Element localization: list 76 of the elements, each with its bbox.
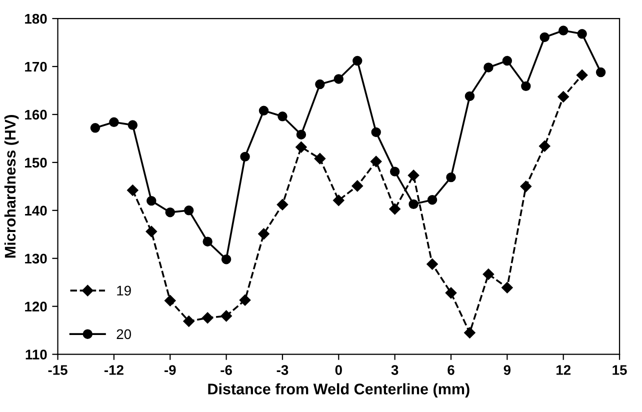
point (558, 26, 568, 36)
point (127, 184, 138, 196)
point (577, 29, 587, 39)
point (183, 316, 194, 327)
point (109, 117, 119, 128)
point (315, 79, 325, 90)
point (202, 236, 212, 246)
y-tick-label: 160 (25, 110, 47, 120)
point (221, 254, 232, 264)
point (484, 62, 494, 72)
point (296, 141, 307, 153)
point (520, 180, 532, 192)
x-tick-label: -3 (276, 365, 288, 375)
point (390, 166, 400, 176)
point (352, 56, 362, 66)
point (408, 170, 420, 182)
x-tick-label: 6 (448, 365, 454, 375)
point (540, 32, 550, 42)
x-tick-label: -6 (220, 365, 232, 375)
x-tick-label: 0 (335, 365, 342, 375)
x-axis-title: Distance from Weld Centerline (mm) (208, 383, 470, 398)
point (370, 156, 382, 168)
point (258, 106, 269, 116)
point (576, 70, 588, 81)
point (164, 294, 176, 306)
point (90, 123, 100, 133)
y-tick-label: 120 (25, 302, 47, 312)
point (165, 207, 175, 218)
point (240, 152, 250, 162)
y-tick-label: 180 (25, 14, 47, 24)
y-tick-label: 110 (26, 350, 47, 360)
point (502, 282, 513, 294)
legend-label: 20 (116, 329, 132, 340)
point (389, 203, 400, 215)
point (539, 140, 550, 152)
point (445, 287, 457, 299)
point (128, 120, 138, 130)
point (276, 199, 288, 210)
x-tick-label: -12 (104, 365, 124, 375)
point (502, 56, 512, 66)
point (596, 67, 606, 78)
point (352, 180, 363, 192)
point (371, 127, 381, 138)
y-tick-label: 140 (25, 206, 47, 216)
point (220, 310, 232, 322)
x-tick-label: 15 (612, 365, 627, 375)
legend-label: 19 (117, 286, 131, 296)
point (333, 194, 344, 206)
y-tick-label: 130 (25, 254, 47, 264)
point (464, 91, 475, 102)
point (258, 228, 270, 240)
point (334, 74, 344, 84)
y-tick-label: 170 (25, 62, 47, 72)
point (427, 195, 438, 205)
point (426, 258, 438, 270)
point (558, 91, 569, 102)
x-tick-label: 9 (504, 365, 511, 375)
point (278, 112, 288, 122)
x-tick-label: -15 (48, 365, 68, 375)
y-tick-label: 150 (25, 158, 47, 168)
point (446, 172, 456, 182)
x-tick-label: 12 (556, 365, 571, 375)
point (314, 153, 326, 164)
point (202, 312, 214, 324)
point (408, 199, 418, 210)
point (146, 196, 156, 206)
point (482, 268, 494, 280)
y-axis-title: Microhardness (HV) (4, 115, 19, 258)
x-tick-label: -9 (164, 365, 176, 375)
point (296, 130, 306, 140)
point (464, 327, 476, 338)
point (146, 226, 158, 238)
x-tick-label: 3 (391, 365, 398, 375)
point (184, 206, 194, 216)
point (521, 81, 531, 92)
point (239, 294, 251, 306)
